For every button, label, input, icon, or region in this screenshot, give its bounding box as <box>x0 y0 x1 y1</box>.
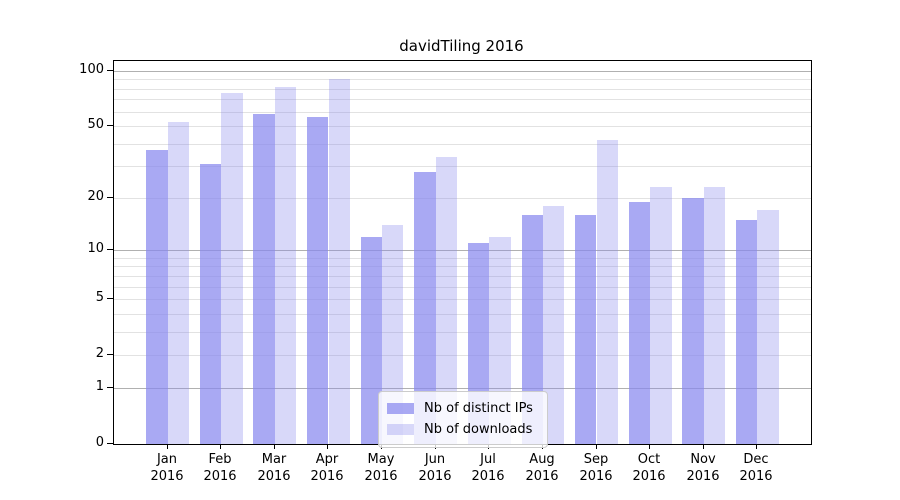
bar-ips-dec <box>735 219 758 444</box>
gridline-y-3 <box>114 332 811 333</box>
x-tick-label-nov: Nov 2016 <box>686 452 720 484</box>
gridline-y-8 <box>114 266 811 267</box>
y-tick-label-10: 10 <box>87 241 104 256</box>
bar-ips-feb <box>199 163 222 444</box>
gridline-y-30 <box>114 166 811 167</box>
x-tick-label-apr: Apr 2016 <box>310 452 344 484</box>
bar-ips-mar <box>253 114 275 444</box>
bar-downloads-mar <box>274 86 297 444</box>
legend-swatch-downloads <box>387 424 414 435</box>
bar-downloads-apr <box>328 78 350 444</box>
gridline-y-90 <box>114 79 811 80</box>
x-tick-mark-feb <box>220 445 221 449</box>
gridline-y-7 <box>114 276 811 277</box>
y-tick-label-5: 5 <box>95 290 104 305</box>
y-tick-mark-100 <box>107 70 114 71</box>
bar-downloads-jan <box>167 121 189 444</box>
x-tick-mark-oct <box>649 445 650 449</box>
y-tick-mark-0 <box>107 443 114 444</box>
x-tick-mark-jan <box>167 445 168 449</box>
gridline-y-1 <box>114 388 811 389</box>
bar-downloads-nov <box>703 187 726 444</box>
y-tick-mark-20 <box>107 197 114 198</box>
x-tick-label-aug: Aug 2016 <box>525 452 559 484</box>
x-tick-mark-nov <box>703 445 704 449</box>
x-tick-label-may: May 2016 <box>364 452 398 484</box>
y-tick-label-100: 100 <box>79 62 104 77</box>
x-tick-label-oct: Oct 2016 <box>632 452 666 484</box>
x-tick-label-dec: Dec 2016 <box>739 452 773 484</box>
x-tick-label-mar: Mar 2016 <box>257 452 291 484</box>
chart-title: davidTiling 2016 <box>399 37 524 55</box>
bar-downloads-sep <box>596 140 618 444</box>
gridline-y-10 <box>114 250 811 251</box>
gridline-y-9 <box>114 258 811 259</box>
gridline-y-70 <box>114 99 811 100</box>
bar-downloads-aug <box>542 206 565 444</box>
legend-row-distinct-ips: Nb of distinct IPs <box>379 398 547 419</box>
bar-ips-jun <box>414 171 436 444</box>
x-tick-label-jul: Jul 2016 <box>471 452 505 484</box>
bar-downloads-oct <box>650 187 672 444</box>
gridline-y-2 <box>114 355 811 356</box>
gridline-y-80 <box>114 89 811 90</box>
x-tick-label-jun: Jun 2016 <box>418 452 452 484</box>
bar-ips-sep <box>575 215 597 444</box>
legend-swatch-distinct-ips <box>387 403 414 414</box>
y-tick-label-20: 20 <box>87 189 104 204</box>
y-tick-label-50: 50 <box>87 117 104 132</box>
legend: Nb of distinct IPs Nb of downloads <box>378 391 548 448</box>
gridline-y-40 <box>114 144 811 145</box>
bar-ips-aug <box>521 215 543 444</box>
gridline-y-20 <box>114 198 811 199</box>
y-tick-mark-2 <box>107 354 114 355</box>
x-tick-mark-dec <box>756 445 757 449</box>
x-tick-mark-apr <box>327 445 328 449</box>
bar-ips-nov <box>682 197 704 444</box>
legend-label-distinct-ips: Nb of distinct IPs <box>424 401 533 416</box>
legend-label-downloads: Nb of downloads <box>424 422 533 437</box>
gridline-y-60 <box>114 112 811 113</box>
bar-ips-oct <box>628 201 651 444</box>
x-tick-label-feb: Feb 2016 <box>203 452 237 484</box>
y-tick-label-1: 1 <box>95 379 104 394</box>
bar-downloads-feb <box>221 92 243 444</box>
x-tick-mark-mar <box>274 445 275 449</box>
legend-row-downloads: Nb of downloads <box>379 419 547 440</box>
gridline-y-4 <box>114 314 811 315</box>
gridline-y-50 <box>114 126 811 127</box>
bar-downloads-jun <box>435 156 458 444</box>
y-tick-mark-5 <box>107 298 114 299</box>
y-tick-label-2: 2 <box>95 346 104 361</box>
bar-ips-apr <box>307 117 329 444</box>
y-tick-mark-1 <box>107 387 114 388</box>
bar-ips-jan <box>146 150 168 444</box>
gridline-y-6 <box>114 287 811 288</box>
y-tick-label-0: 0 <box>95 435 104 450</box>
x-tick-label-jan: Jan 2016 <box>150 452 184 484</box>
bar-downloads-dec <box>757 210 779 444</box>
y-tick-mark-10 <box>107 249 114 250</box>
bar-ips-may <box>360 236 382 444</box>
gridline-y-5 <box>114 299 811 300</box>
gridline-y-100 <box>114 71 811 72</box>
x-tick-mark-sep <box>596 445 597 449</box>
x-tick-label-sep: Sep 2016 <box>579 452 613 484</box>
bar-downloads-may <box>382 225 404 444</box>
plot-area: Nb of distinct IPs Nb of downloads <box>113 60 812 448</box>
y-tick-mark-50 <box>107 125 114 126</box>
